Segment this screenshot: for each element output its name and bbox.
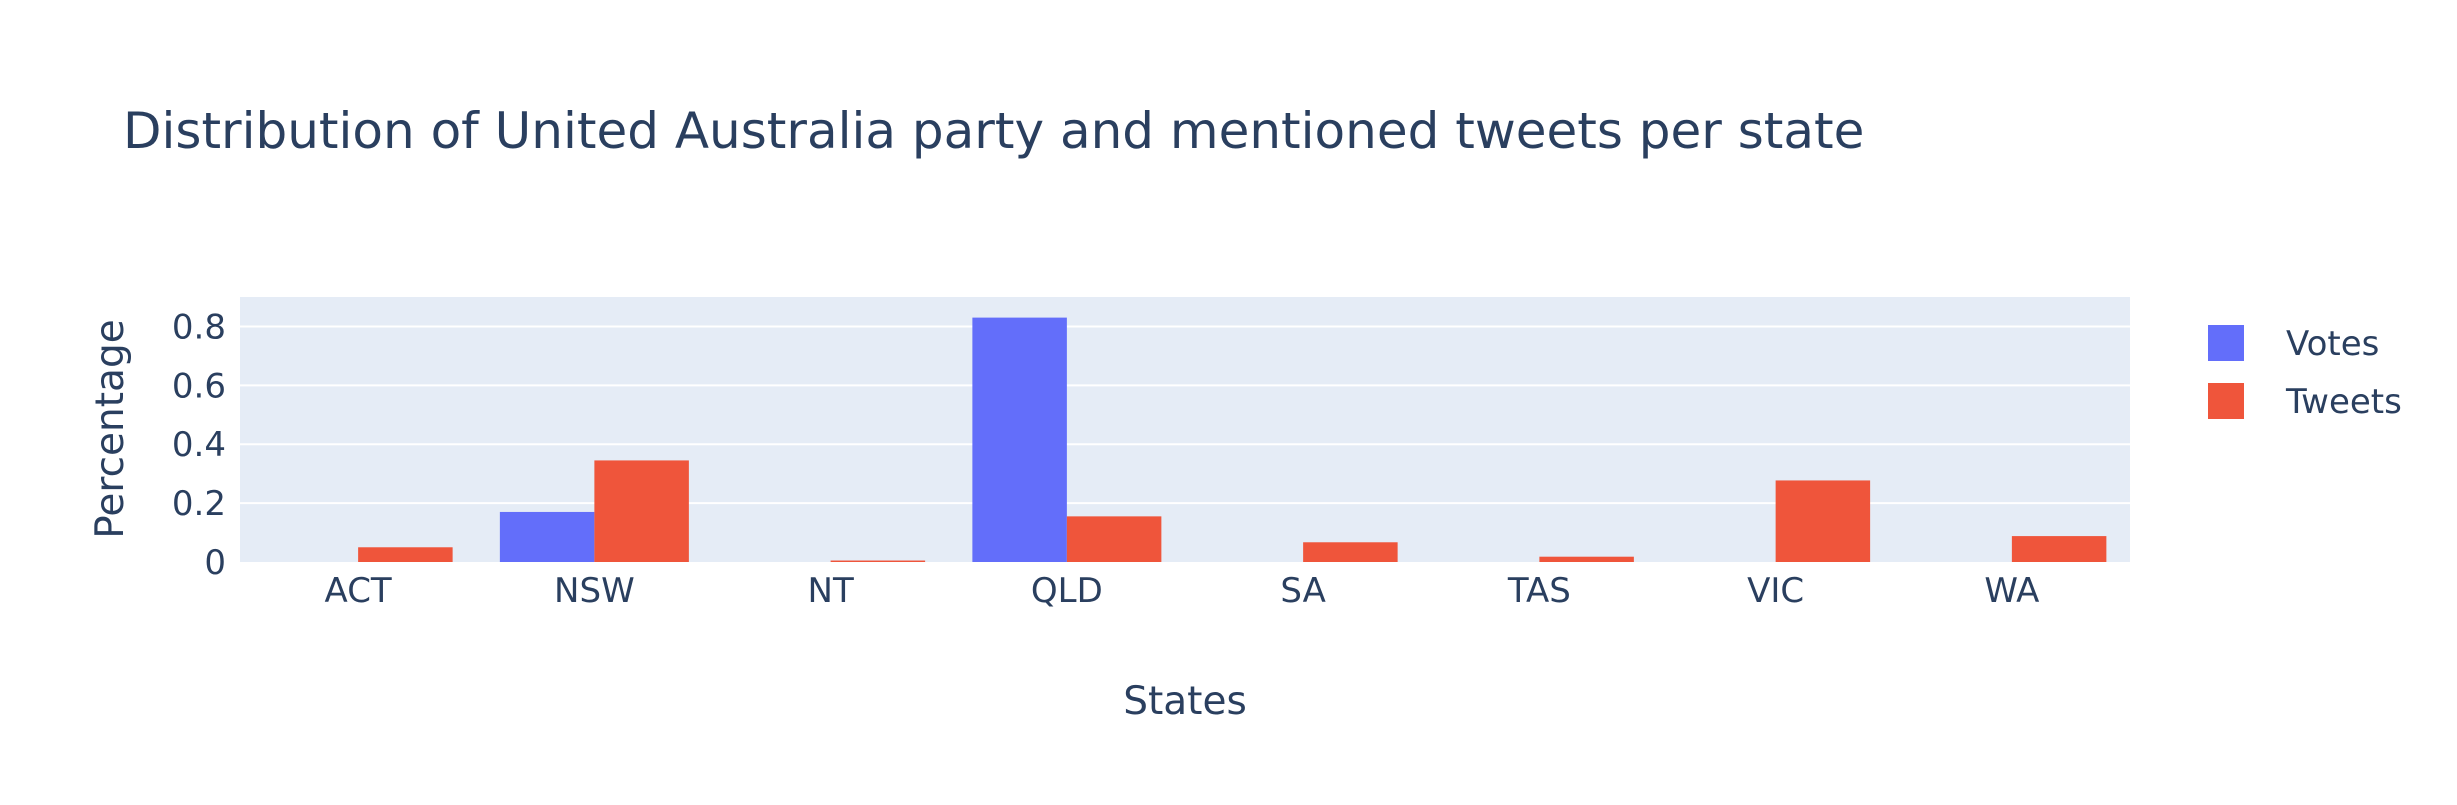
legend[interactable]: Votes Tweets xyxy=(2208,324,2402,422)
bar-votes-nsw[interactable] xyxy=(499,511,595,562)
bar-tweets-act[interactable] xyxy=(358,547,453,562)
x-tick-label: WA xyxy=(1984,571,2039,611)
x-tick-label: VIC xyxy=(1747,571,1804,611)
bar-tweets-tas[interactable] xyxy=(1539,556,1634,562)
bar-group xyxy=(358,317,2107,562)
x-axis-tick-labels: ACT NSW NT QLD SA TAS VIC WA xyxy=(325,571,2040,611)
x-tick-label: QLD xyxy=(1031,571,1103,611)
y-axis-title: Percentage xyxy=(88,319,133,538)
bar-votes-qld[interactable] xyxy=(972,317,1067,562)
legend-item-tweets[interactable]: Tweets xyxy=(2208,382,2402,422)
bar-tweets-qld[interactable] xyxy=(1066,516,1162,562)
y-tick-label: 0.4 xyxy=(172,425,226,465)
y-tick-label: 0 xyxy=(204,543,226,583)
y-tick-label: 0.6 xyxy=(172,366,226,406)
x-tick-label: TAS xyxy=(1507,571,1571,611)
chart-title: Distribution of United Australia party a… xyxy=(123,102,1864,160)
y-tick-label: 0.8 xyxy=(172,307,226,347)
x-tick-label: NT xyxy=(808,571,854,611)
legend-swatch xyxy=(2208,325,2244,361)
bar-tweets-vic[interactable] xyxy=(1775,480,1871,562)
legend-label: Tweets xyxy=(2285,382,2402,422)
y-axis-tick-labels: 0 0.2 0.4 0.6 0.8 xyxy=(172,307,226,583)
x-tick-label: SA xyxy=(1280,571,1325,611)
legend-label: Votes xyxy=(2286,324,2379,364)
bar-tweets-nt[interactable] xyxy=(830,560,926,562)
y-tick-label: 0.2 xyxy=(172,484,226,524)
legend-swatch xyxy=(2208,383,2244,419)
bar-tweets-sa[interactable] xyxy=(1303,542,1398,562)
x-tick-label: NSW xyxy=(554,571,635,611)
x-tick-label: ACT xyxy=(325,571,392,611)
bar-tweets-wa[interactable] xyxy=(2011,536,2107,562)
legend-item-votes[interactable]: Votes xyxy=(2208,324,2379,364)
x-axis-title: States xyxy=(1123,679,1247,724)
bar-tweets-nsw[interactable] xyxy=(594,460,689,562)
